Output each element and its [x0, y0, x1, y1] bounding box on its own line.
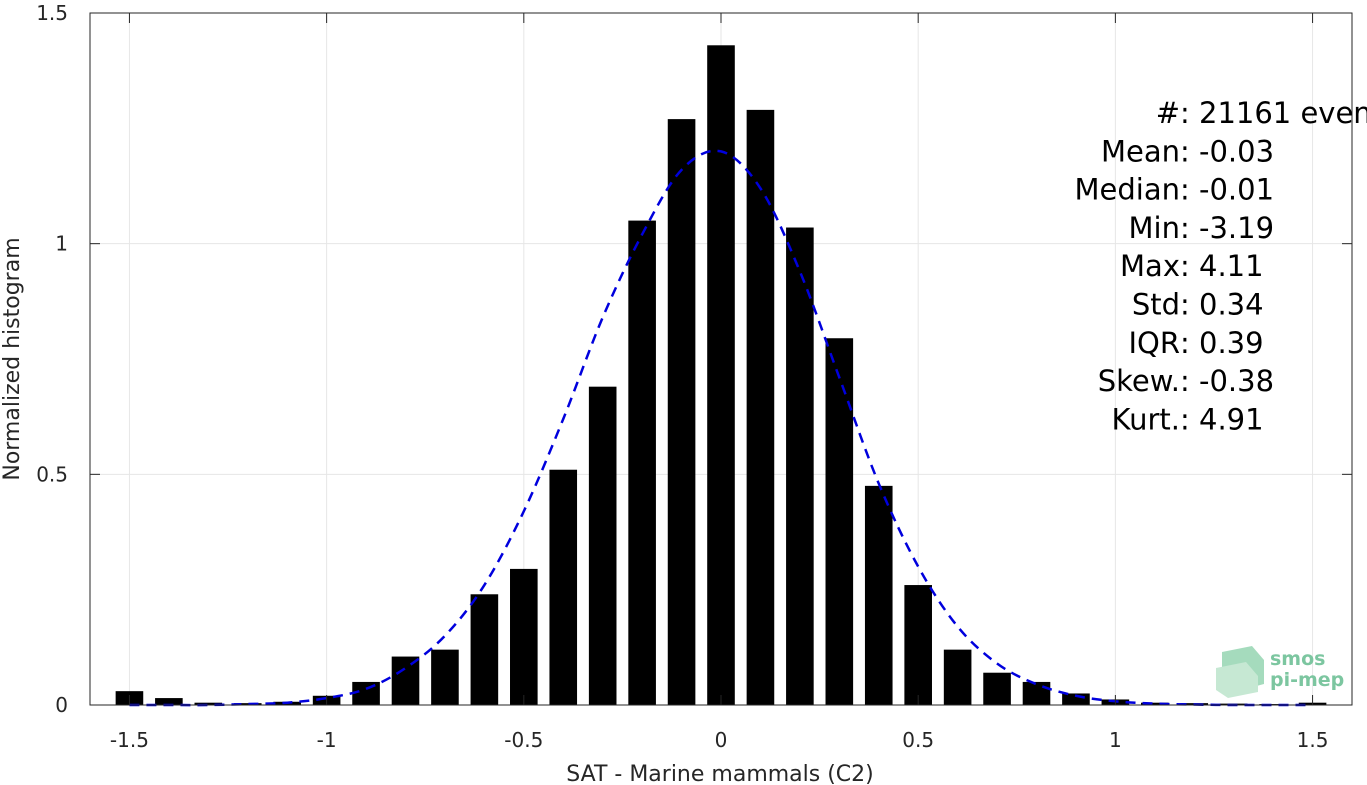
x-tick-label: -0.5 [504, 728, 543, 752]
logo-line2: pi-mep [1270, 669, 1344, 691]
stat-label: Min [1129, 211, 1180, 245]
y-tick-labels: 0 0.5 1 1.5 [36, 1, 68, 717]
x-tick-label: 1.5 [1297, 728, 1329, 752]
stat-value: : 21161 events [1180, 96, 1367, 130]
stat-label: Kurt. [1112, 402, 1180, 436]
y-tick-label: 0.5 [36, 462, 68, 486]
stat-label: Max [1120, 249, 1180, 283]
histogram-bar [707, 45, 735, 705]
smos-pimep-logo: smos pi-mep [1216, 646, 1344, 698]
histogram-bars [115, 45, 1327, 705]
x-tick-labels: -1.5 -1 -0.5 0 0.5 1 1.5 [110, 728, 1329, 752]
smos-pimep-logo-icon [1216, 646, 1264, 698]
histogram-bar [943, 649, 972, 705]
x-axis-label: SAT - Marine mammals (C2) [566, 762, 874, 785]
histogram-bar [1062, 693, 1090, 705]
stat-label: IQR [1128, 326, 1180, 360]
x-tick-label: -1.5 [110, 728, 149, 752]
x-tick-label: 0.5 [902, 728, 934, 752]
histogram-bar [470, 594, 499, 705]
stat-label: Mean [1101, 134, 1180, 168]
stat-label: Skew. [1098, 364, 1180, 398]
axes-frame [89, 12, 1353, 706]
x-tick-label: 1 [1109, 728, 1122, 752]
histogram-bar [194, 702, 223, 705]
histogram-bar [746, 109, 775, 705]
histogram-bar [233, 703, 262, 705]
stat-value: : 0.34 [1180, 288, 1264, 322]
histogram-bar [786, 227, 814, 705]
histogram-bar [510, 568, 538, 705]
histogram-bar [588, 386, 617, 705]
histogram-bar [628, 220, 656, 705]
y-axis-label: Normalized histogram [0, 237, 25, 480]
y-tick-label: 0 [55, 693, 68, 717]
histogram-bar [904, 585, 932, 705]
histogram-bar [825, 338, 854, 705]
x-tick-label: -1 [317, 728, 337, 752]
stat-label: # [1156, 96, 1180, 130]
histogram-bar [1022, 681, 1051, 705]
stat-value: : 4.91 [1180, 402, 1264, 436]
histogram-bar [983, 672, 1011, 705]
stat-value: : -0.03 [1180, 134, 1274, 168]
stat-value: : -0.38 [1180, 364, 1274, 398]
stat-label: Std [1132, 288, 1180, 322]
stat-value: : -3.19 [1180, 211, 1274, 245]
histogram-bar [431, 649, 459, 705]
fit-curve [129, 149, 1313, 707]
histogram-bar [391, 656, 420, 705]
stat-value: : 0.39 [1180, 326, 1264, 360]
histogram-bar [549, 469, 578, 705]
stat-value: : 4.11 [1180, 249, 1264, 283]
stat-label: Median [1075, 173, 1180, 207]
histogram-bar [155, 698, 183, 705]
histogram-bar [864, 485, 893, 705]
histogram-bar [352, 681, 380, 705]
x-tick-label: 0 [715, 728, 728, 752]
histogram-bar [667, 119, 696, 705]
stat-value: : -0.01 [1180, 173, 1274, 207]
logo-line1: smos [1270, 648, 1325, 670]
y-tick-label: 1 [55, 232, 68, 256]
histogram-bar [1141, 702, 1169, 705]
y-tick-label: 1.5 [36, 1, 68, 25]
